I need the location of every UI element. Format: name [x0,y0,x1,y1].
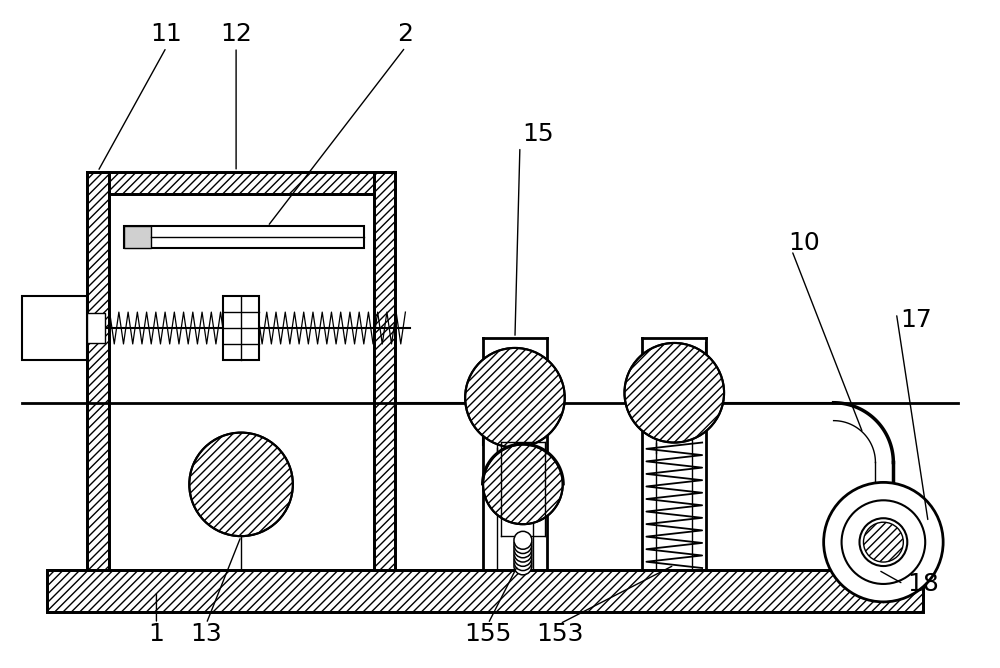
Bar [87,172,109,570]
Bar [47,570,923,612]
Bar [124,226,151,248]
Bar [223,296,259,360]
Text: 153: 153 [536,622,584,646]
Circle shape [859,518,907,566]
Circle shape [514,544,532,562]
Text: 2: 2 [397,22,413,46]
Circle shape [514,557,532,575]
Circle shape [483,444,563,524]
Bar [87,172,395,194]
Bar [374,172,395,570]
Bar [124,226,364,248]
Bar [87,313,105,343]
Circle shape [514,552,532,570]
Circle shape [514,531,532,549]
Bar [87,172,395,194]
Text: 12: 12 [220,22,252,46]
Circle shape [824,482,943,602]
Text: 155: 155 [464,622,512,646]
Bar [22,296,87,360]
Text: 10: 10 [788,231,820,255]
Text: 1: 1 [148,622,164,646]
Text: 17: 17 [900,308,932,332]
Circle shape [465,348,565,448]
Bar [374,172,395,570]
Text: 11: 11 [151,22,182,46]
Circle shape [514,536,532,554]
Circle shape [514,540,532,558]
Text: 18: 18 [907,572,939,596]
Circle shape [624,343,724,442]
Circle shape [189,433,293,536]
Text: 13: 13 [190,622,222,646]
Bar [47,570,923,612]
Text: 15: 15 [522,122,554,146]
Circle shape [514,548,532,566]
Circle shape [842,500,925,584]
Bar [87,172,109,570]
